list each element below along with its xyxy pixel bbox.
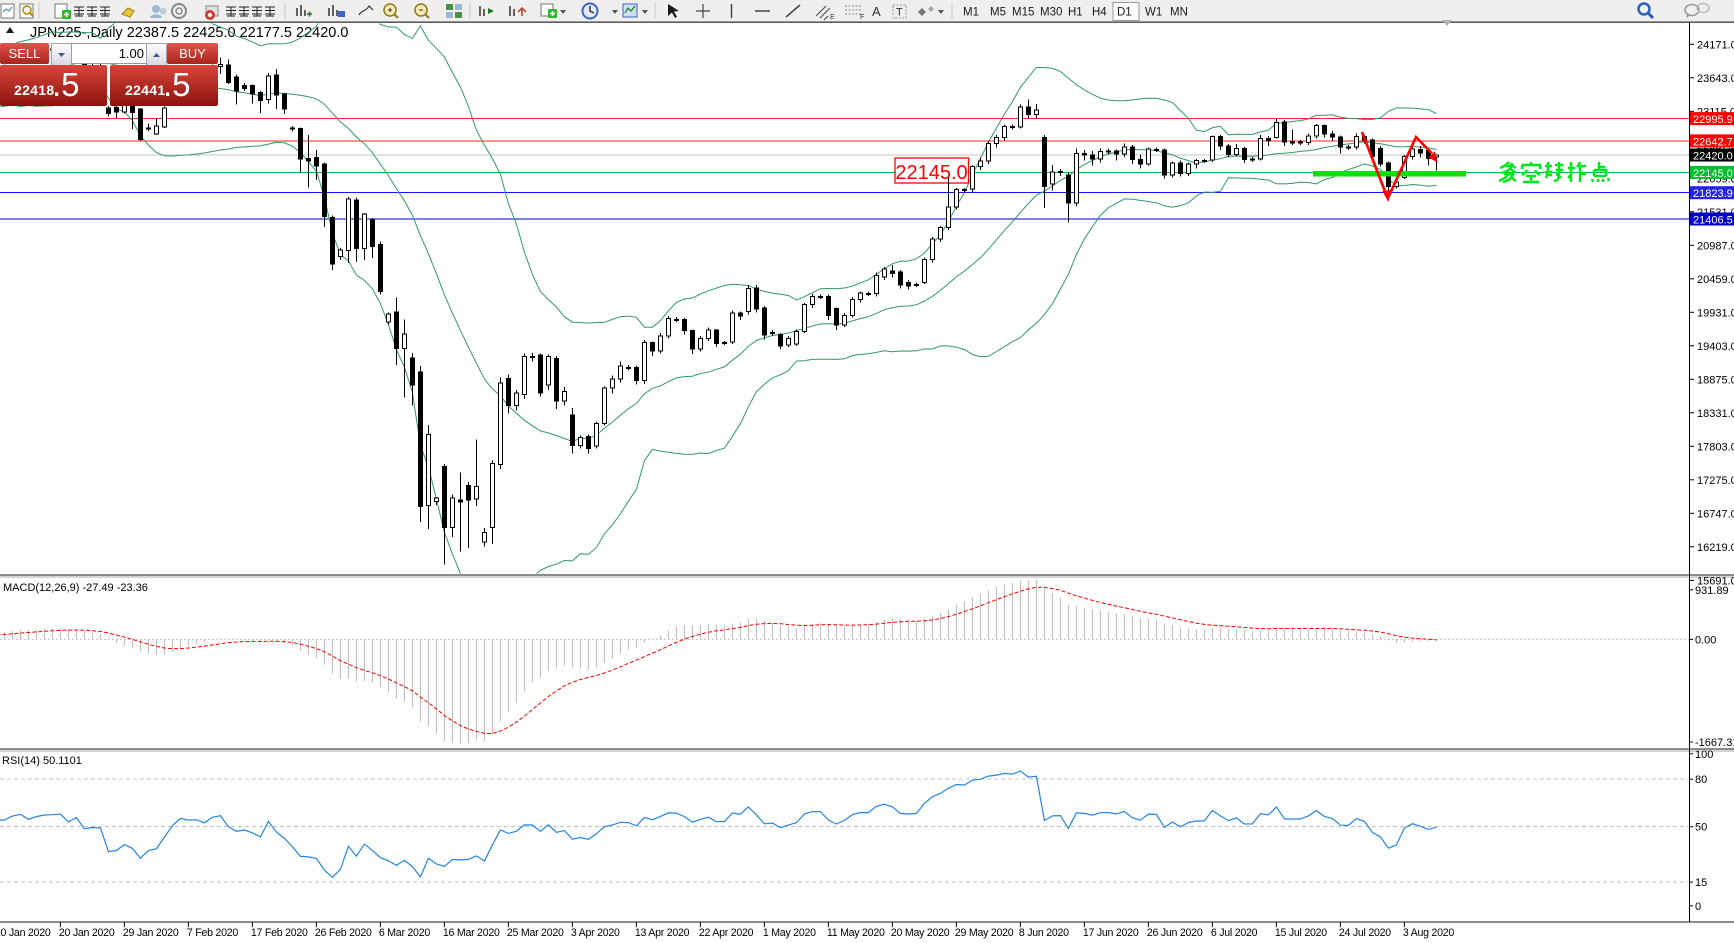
svg-text:M30: M30 (1040, 7, 1062, 19)
svg-text:3 Apr 2020: 3 Apr 2020 (571, 927, 620, 939)
svg-text:24 Jul 2020: 24 Jul 2020 (1339, 927, 1391, 939)
svg-text:17 Feb 2020: 17 Feb 2020 (251, 927, 308, 939)
svg-text:29 May 2020: 29 May 2020 (955, 927, 1014, 939)
svg-text:17275.0: 17275.0 (1697, 475, 1734, 487)
svg-text:22 Apr 2020: 22 Apr 2020 (699, 927, 754, 939)
svg-text:21823.9: 21823.9 (1693, 188, 1733, 200)
svg-text:M5: M5 (990, 7, 1006, 19)
svg-text:-1667.31: -1667.31 (1695, 737, 1734, 749)
svg-text:22145.0: 22145.0 (1693, 168, 1733, 180)
svg-text:931.89: 931.89 (1695, 585, 1729, 597)
svg-text:6 Mar 2020: 6 Mar 2020 (379, 927, 430, 939)
svg-text:22642.7: 22642.7 (1693, 136, 1733, 148)
svg-text:A: A (872, 4, 881, 19)
svg-text:17 Jun 2020: 17 Jun 2020 (1083, 927, 1139, 939)
svg-text:20987.0: 20987.0 (1697, 240, 1734, 252)
svg-text:19931.0: 19931.0 (1697, 307, 1734, 319)
svg-text:25 Mar 2020: 25 Mar 2020 (507, 927, 564, 939)
svg-text:15691.0: 15691.0 (1697, 575, 1734, 587)
svg-text:MACD(12,26,9) -27.49 -23.36: MACD(12,26,9) -27.49 -23.36 (3, 582, 148, 594)
svg-text:26 Feb 2020: 26 Feb 2020 (315, 927, 372, 939)
svg-text:0.00: 0.00 (1695, 634, 1716, 646)
svg-text:F: F (860, 14, 864, 21)
svg-text:100: 100 (1695, 749, 1713, 761)
svg-text:22145.0: 22145.0 (895, 162, 967, 184)
svg-text:23643.0: 23643.0 (1697, 73, 1734, 85)
svg-text:T: T (896, 7, 903, 19)
svg-text:21406.5: 21406.5 (1693, 215, 1733, 227)
svg-text:10 Jan 2020: 10 Jan 2020 (0, 927, 51, 939)
svg-text:8 Jun 2020: 8 Jun 2020 (1019, 927, 1069, 939)
svg-text:24171.0: 24171.0 (1697, 39, 1734, 51)
svg-text:22420.0: 22420.0 (1693, 151, 1733, 163)
svg-text:22995.9: 22995.9 (1693, 114, 1733, 126)
svg-text:15: 15 (1695, 877, 1707, 889)
svg-text:M1: M1 (963, 7, 979, 19)
svg-text:3 Aug 2020: 3 Aug 2020 (1403, 927, 1454, 939)
svg-text:13 Apr 2020: 13 Apr 2020 (635, 927, 690, 939)
svg-text:RSI(14) 50.1101: RSI(14) 50.1101 (2, 755, 82, 767)
svg-text:E: E (830, 14, 835, 21)
svg-text:6 Jul 2020: 6 Jul 2020 (1211, 927, 1258, 939)
svg-text:H1: H1 (1068, 7, 1083, 19)
svg-text:50: 50 (1695, 822, 1707, 834)
svg-text:20459.0: 20459.0 (1697, 274, 1734, 286)
svg-text:7 Feb 2020: 7 Feb 2020 (187, 927, 238, 939)
svg-text:18875.0: 18875.0 (1697, 374, 1734, 386)
svg-text:W1: W1 (1145, 7, 1162, 19)
svg-text:29 Jan 2020: 29 Jan 2020 (123, 927, 179, 939)
svg-text:1 May 2020: 1 May 2020 (763, 927, 816, 939)
svg-text:11 May 2020: 11 May 2020 (827, 927, 885, 939)
svg-text:20 May 2020: 20 May 2020 (891, 927, 950, 939)
svg-text:16219.0: 16219.0 (1697, 542, 1734, 554)
svg-text:80: 80 (1695, 774, 1707, 786)
svg-text:JPN225-,Daily 22387.5 22425.0: JPN225-,Daily 22387.5 22425.0 22177.5 22… (30, 25, 348, 41)
svg-text:16747.0: 16747.0 (1697, 508, 1734, 520)
svg-text:D1: D1 (1117, 7, 1132, 19)
svg-text:15 Jul 2020: 15 Jul 2020 (1275, 927, 1327, 939)
svg-text:18331.0: 18331.0 (1697, 408, 1734, 420)
svg-text:MN: MN (1170, 7, 1188, 19)
svg-text:H4: H4 (1092, 7, 1107, 19)
svg-text:0: 0 (1695, 901, 1701, 913)
svg-text:26 Jun 2020: 26 Jun 2020 (1147, 927, 1203, 939)
svg-text:17803.0: 17803.0 (1697, 441, 1734, 453)
svg-text:M15: M15 (1012, 7, 1034, 19)
svg-text:20 Jan 2020: 20 Jan 2020 (59, 927, 115, 939)
svg-text:16 Mar 2020: 16 Mar 2020 (443, 927, 500, 939)
svg-text:19403.0: 19403.0 (1697, 341, 1734, 353)
